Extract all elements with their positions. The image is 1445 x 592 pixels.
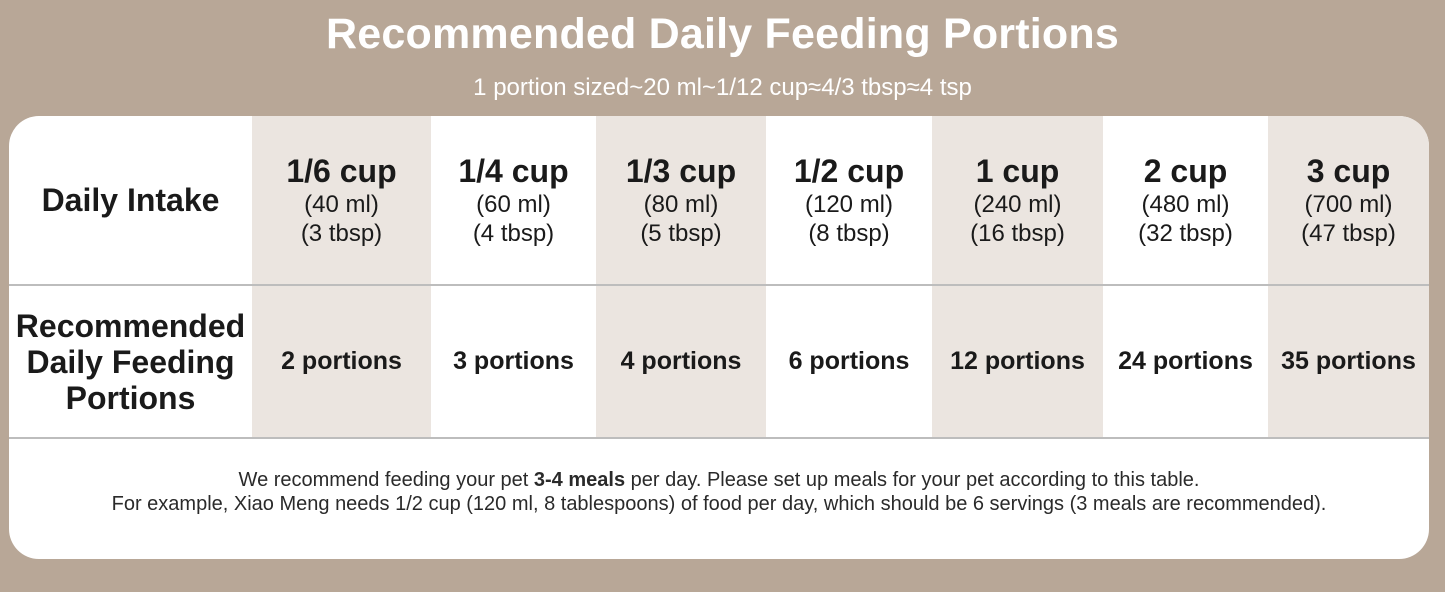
intake-cell: 1/4 cup (60 ml) (4 tbsp) [431, 116, 596, 284]
portion-cell: 6 portions [766, 286, 932, 437]
note-line-2: For example, Xiao Meng needs 1/2 cup (12… [111, 493, 1327, 515]
ml-amount: (700 ml) [1304, 191, 1393, 218]
intake-cell: 1/2 cup (120 ml) (8 tbsp) [766, 116, 932, 284]
ml-amount: (240 ml) [973, 191, 1062, 218]
cup-amount: 1/3 cup [625, 153, 737, 189]
page-title: Recommended Daily Feeding Portions [326, 10, 1119, 58]
page-subtitle: 1 portion sized~20 ml~1/12 cup≈4/3 tbsp≈… [473, 74, 972, 101]
note-line-1: We recommend feeding your pet 3-4 meals … [9, 468, 1429, 492]
portion-count: 4 portions [620, 347, 742, 375]
intake-cell: 2 cup (480 ml) (32 tbsp) [1103, 116, 1268, 284]
portion-cell: 4 portions [596, 286, 766, 437]
note-text: We recommend feeding your pet [238, 469, 534, 491]
portion-cell: 35 portions [1268, 286, 1429, 437]
intake-cell: 3 cup (700 ml) (47 tbsp) [1268, 116, 1429, 284]
label-line: Recommended [15, 307, 246, 344]
daily-intake-row: Daily Intake 1/6 cup (40 ml) (3 tbsp) 1/… [9, 116, 1429, 286]
recommendation-note: We recommend feeding your pet 3-4 meals … [9, 468, 1429, 516]
portion-count: 6 portions [788, 347, 910, 375]
tbsp-amount: (32 tbsp) [1138, 220, 1233, 247]
daily-intake-cells: 1/6 cup (40 ml) (3 tbsp) 1/4 cup (60 ml)… [252, 116, 1429, 284]
feeding-portions-row: Recommended Daily Feeding Portions 2 por… [9, 286, 1429, 439]
tbsp-amount: (47 tbsp) [1301, 220, 1396, 247]
portion-count: 3 portions [453, 347, 574, 375]
ml-amount: (40 ml) [304, 191, 379, 218]
note-emphasis: 3-4 meals [533, 469, 626, 491]
cup-amount: 2 cup [1143, 153, 1228, 189]
tbsp-amount: (5 tbsp) [640, 220, 722, 247]
portion-cell: 12 portions [932, 286, 1103, 437]
header: Recommended Daily Feeding Portions 1 por… [0, 0, 1445, 116]
note-text: per day. Please set up meals for your pe… [625, 469, 1200, 491]
label-line: Portions [65, 379, 196, 416]
ml-amount: (80 ml) [643, 191, 719, 218]
portion-count: 24 portions [1118, 347, 1253, 375]
portion-cell: 24 portions [1103, 286, 1268, 437]
daily-intake-label: Daily Intake [41, 182, 220, 218]
ml-amount: (120 ml) [804, 191, 894, 218]
intake-cell: 1/6 cup (40 ml) (3 tbsp) [252, 116, 431, 284]
portion-count: 35 portions [1281, 347, 1416, 375]
feeding-table-card: Daily Intake 1/6 cup (40 ml) (3 tbsp) 1/… [9, 116, 1429, 559]
feeding-portions-cells: 2 portions 3 portions 4 portions 6 porti… [252, 286, 1429, 437]
intake-cell: 1 cup (240 ml) (16 tbsp) [932, 116, 1103, 284]
portion-cell: 3 portions [431, 286, 596, 437]
cup-amount: 3 cup [1306, 153, 1391, 189]
ml-amount: (60 ml) [476, 191, 551, 218]
cup-amount: 1/4 cup [458, 153, 569, 189]
portion-count: 12 portions [950, 347, 1085, 375]
portion-cell: 2 portions [252, 286, 431, 437]
cup-amount: 1 cup [975, 153, 1060, 189]
label-line: Daily Feeding [26, 343, 235, 380]
tbsp-amount: (4 tbsp) [472, 220, 555, 247]
tbsp-amount: (8 tbsp) [808, 220, 890, 247]
ml-amount: (480 ml) [1141, 191, 1230, 218]
tbsp-amount: (16 tbsp) [970, 220, 1065, 247]
cup-amount: 1/6 cup [286, 153, 397, 189]
feeding-portions-label: Recommended Daily Feeding Portions [9, 286, 252, 437]
portion-count: 2 portions [281, 347, 402, 375]
cup-amount: 1/2 cup [793, 153, 905, 189]
intake-cell: 1/3 cup (80 ml) (5 tbsp) [596, 116, 766, 284]
tbsp-amount: (3 tbsp) [300, 220, 383, 247]
